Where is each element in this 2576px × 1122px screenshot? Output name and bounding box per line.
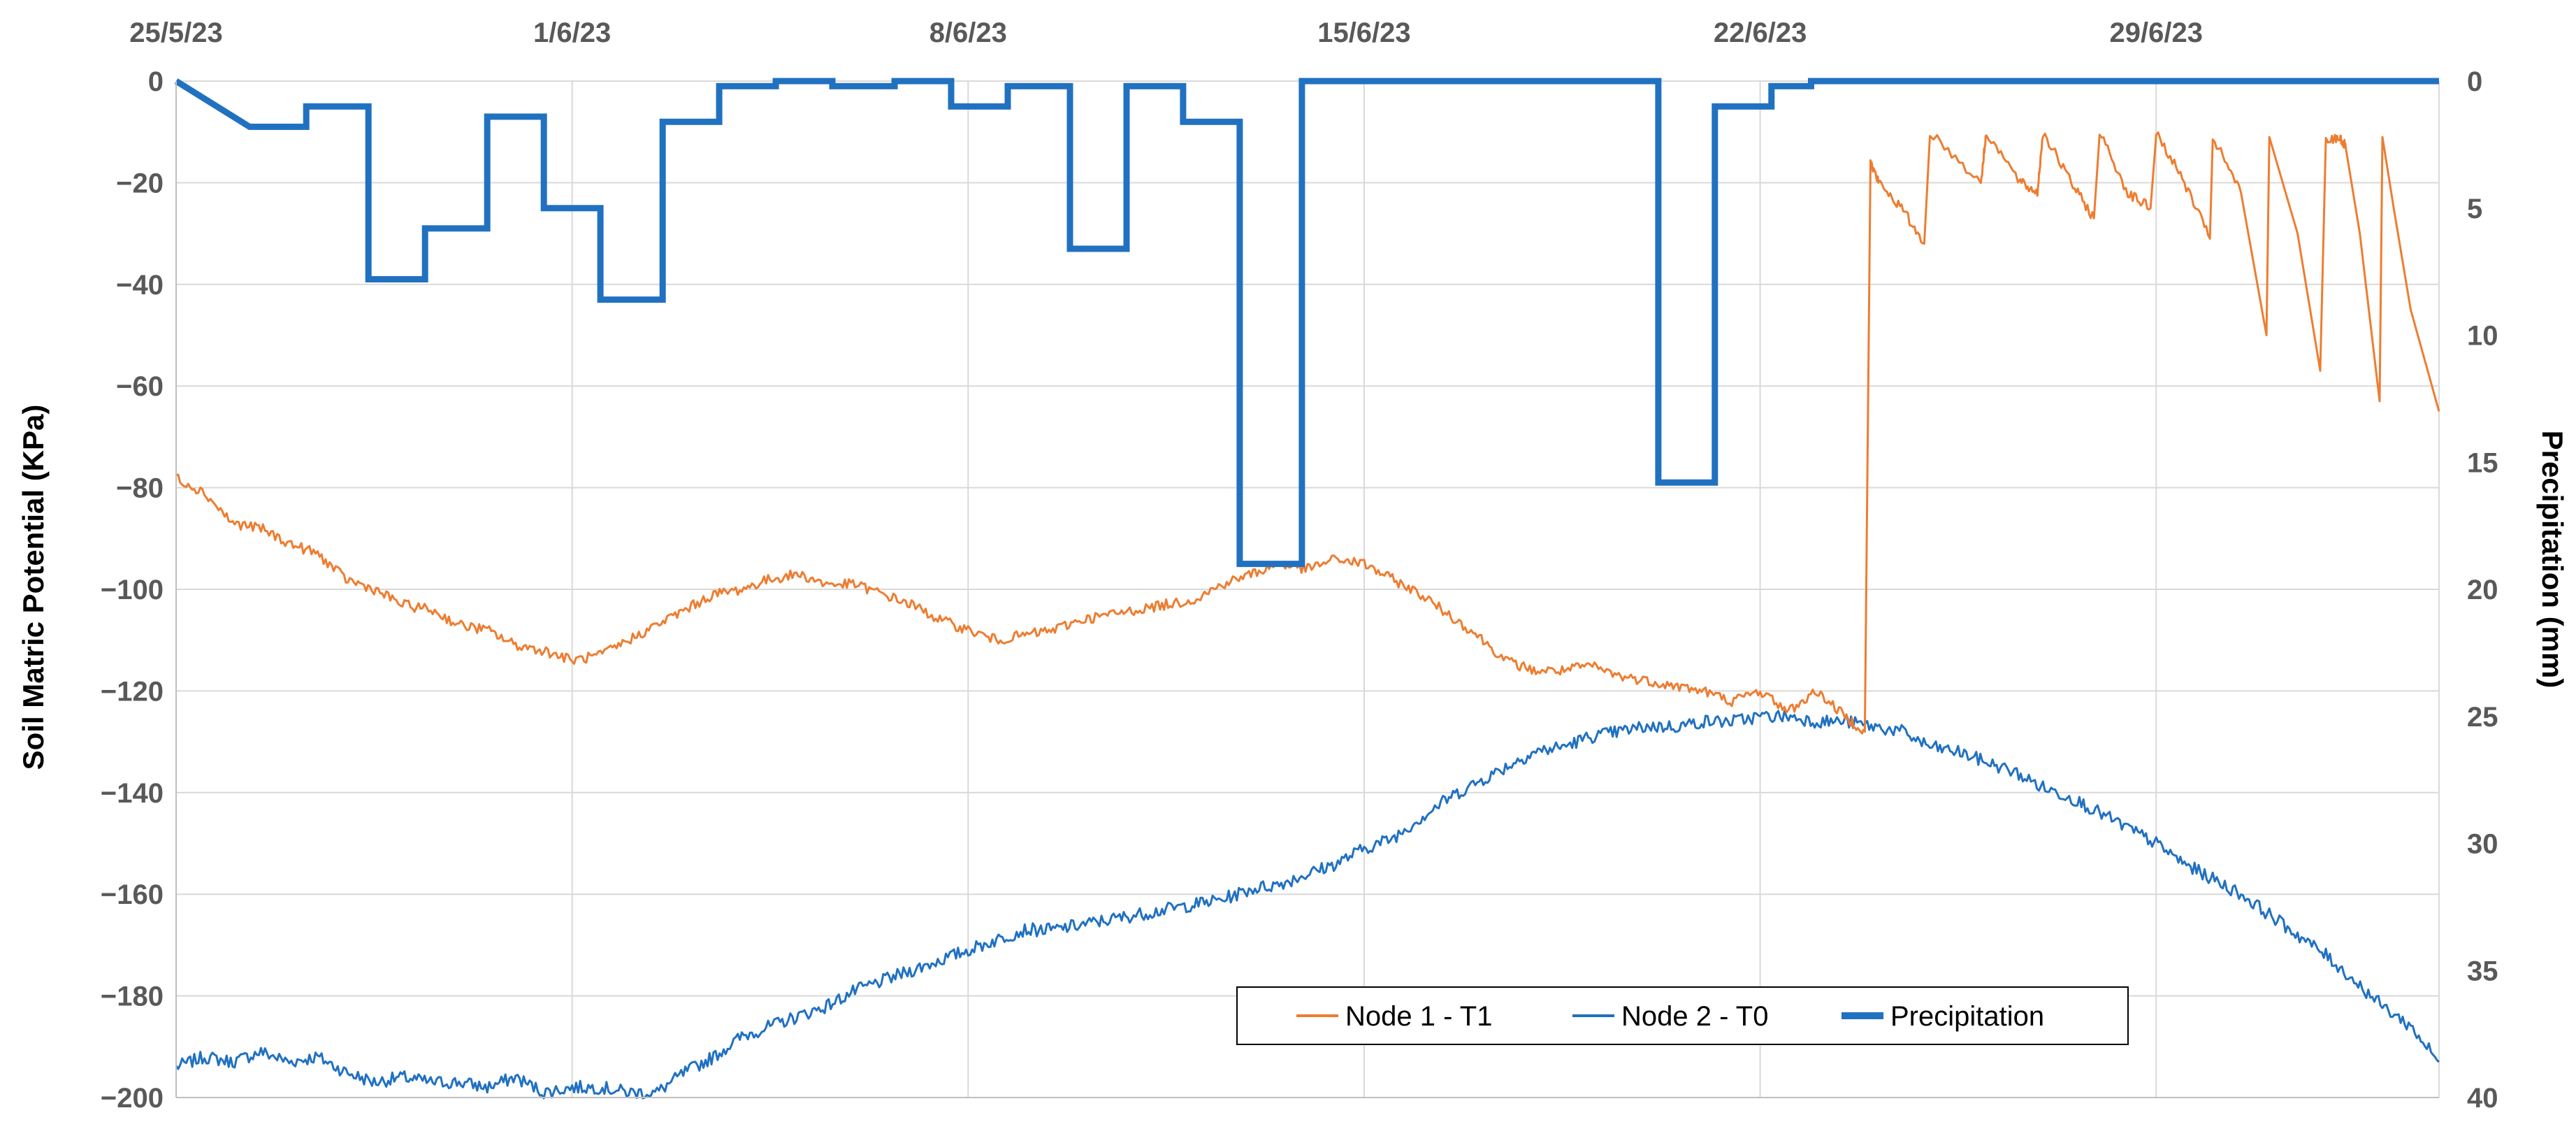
y2-tick-label: 15 xyxy=(2467,447,2498,478)
y2-tick-label: 25 xyxy=(2467,702,2498,733)
legend-label-node1: Node 1 - T1 xyxy=(1345,1001,1493,1032)
legend-label-node2: Node 2 - T0 xyxy=(1621,1001,1769,1032)
y2-tick-label: 30 xyxy=(2467,829,2498,860)
y2-tick-label: 10 xyxy=(2467,321,2498,352)
legend-box xyxy=(1236,986,2129,1045)
y-tick-label: −40 xyxy=(116,270,164,301)
legend: Node 1 - T1 Node 2 - T0 Precipitation xyxy=(1236,986,2129,1045)
x-tick-label: 25/5/23 xyxy=(129,17,222,48)
series-layer xyxy=(174,78,2440,1100)
y-tick-label: −120 xyxy=(101,676,164,707)
legend-label-precipitation: Precipitation xyxy=(1890,1001,2044,1032)
y-tick-label: −140 xyxy=(101,778,164,809)
y-tick-label: −160 xyxy=(101,879,164,910)
y2-axis-title: Precipitation (mm) xyxy=(2536,431,2569,689)
x-tick-label: 29/6/23 xyxy=(2110,17,2203,48)
x-tick-label: 8/6/23 xyxy=(929,17,1007,48)
y-axis-title: Soil Matric Potential (KPa) xyxy=(17,405,50,770)
y2-tick-label: 40 xyxy=(2467,1083,2498,1114)
y2-tick-label: 5 xyxy=(2467,194,2482,224)
y-tick-label: −60 xyxy=(116,371,164,402)
y-tick-label: −80 xyxy=(116,473,164,504)
x-tick-label: 15/6/23 xyxy=(1317,17,1410,48)
y-tick-label: −180 xyxy=(101,981,164,1012)
axes: 0 −20 −40 −60 −80 −100 −120 −140 −160 −180 −200 0 5 1… xyxy=(101,17,2498,1114)
series-node2-line xyxy=(175,710,2440,1100)
y-tick-label: 0 xyxy=(148,66,164,97)
y2-tick-label: 20 xyxy=(2467,575,2498,605)
x-tick-label: 22/6/23 xyxy=(1714,17,1807,48)
y2-tick-label: 0 xyxy=(2467,66,2482,97)
y-tick-label: −20 xyxy=(116,168,164,199)
y2-tick-label: 35 xyxy=(2467,956,2498,986)
series-precipitation-step xyxy=(174,78,2439,568)
y-tick-label: −100 xyxy=(101,575,164,605)
y-tick-label: −200 xyxy=(101,1083,164,1114)
x-tick-label: 1/6/23 xyxy=(533,17,611,48)
